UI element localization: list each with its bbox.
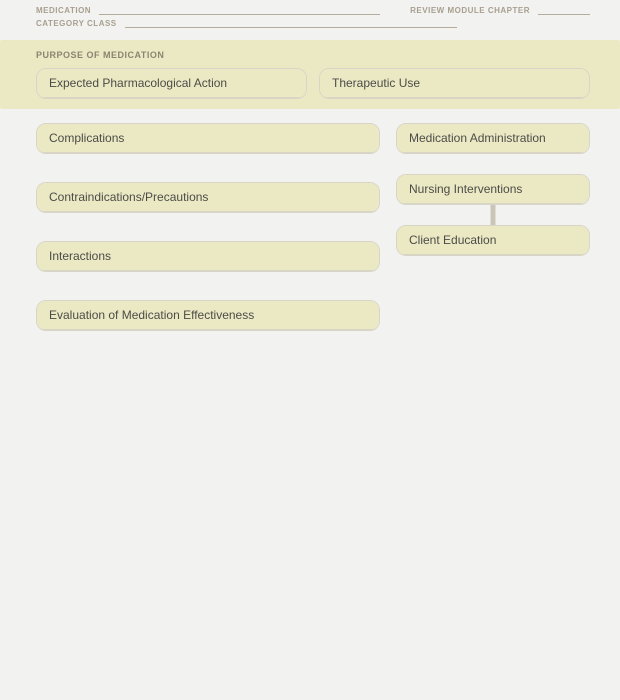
left-column: Complications Contraindications/Precauti… <box>36 123 380 331</box>
purpose-section: PURPOSE OF MEDICATION Expected Pharmacol… <box>0 40 620 109</box>
therapeutic-use-box: Therapeutic Use <box>319 68 590 99</box>
therapeutic-use-title: Therapeutic Use <box>320 69 589 98</box>
contraindications-box: Contraindications/Precautions <box>36 182 380 213</box>
contraindications-title: Contraindications/Precautions <box>37 183 379 212</box>
interactions-box: Interactions <box>36 241 380 272</box>
expected-action-title: Expected Pharmacological Action <box>37 69 306 98</box>
education-box: Client Education <box>396 225 590 256</box>
nursing-title: Nursing Interventions <box>397 175 589 204</box>
review-line <box>538 6 590 15</box>
review-label: REVIEW MODULE CHAPTER <box>410 6 530 15</box>
header-row-2: CATEGORY CLASS <box>0 15 620 28</box>
education-title: Client Education <box>397 226 589 255</box>
administration-title: Medication Administration <box>397 124 589 153</box>
header-row-1: MEDICATION REVIEW MODULE CHAPTER <box>0 0 620 15</box>
gap-1 <box>396 154 590 174</box>
expected-action-box: Expected Pharmacological Action <box>36 68 307 99</box>
columns: Complications Contraindications/Precauti… <box>0 109 620 331</box>
evaluation-title: Evaluation of Medication Effectiveness <box>37 301 379 330</box>
gap-2 <box>396 205 590 225</box>
evaluation-box: Evaluation of Medication Effectiveness <box>36 300 380 331</box>
nursing-box: Nursing Interventions <box>396 174 590 205</box>
purpose-title: PURPOSE OF MEDICATION <box>0 50 620 68</box>
complications-title: Complications <box>37 124 379 153</box>
administration-box: Medication Administration <box>396 123 590 154</box>
purpose-band: PURPOSE OF MEDICATION Expected Pharmacol… <box>0 40 620 109</box>
category-line <box>125 19 457 28</box>
right-column: Medication Administration Nursing Interv… <box>396 123 590 256</box>
connector-line <box>491 205 496 225</box>
interactions-title: Interactions <box>37 242 379 271</box>
medication-label: MEDICATION <box>36 6 91 15</box>
category-label: CATEGORY CLASS <box>36 19 117 28</box>
purpose-boxes: Expected Pharmacological Action Therapeu… <box>0 68 620 109</box>
medication-line <box>99 6 380 15</box>
complications-box: Complications <box>36 123 380 154</box>
